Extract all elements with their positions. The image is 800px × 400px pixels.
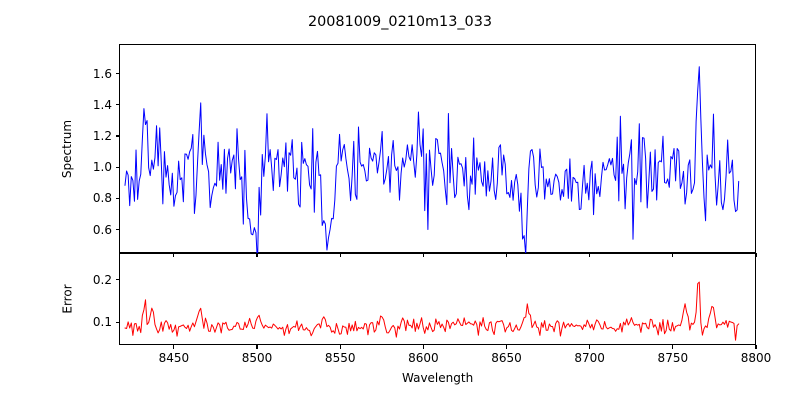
x-tick-mark [256, 253, 258, 257]
x-tick-label: 8550 [324, 351, 356, 365]
y-tick-label: 0.2 [92, 272, 112, 287]
x-tick-mark [755, 345, 757, 349]
y-tick-label: 0.1 [92, 315, 112, 330]
y-tick-mark [115, 229, 119, 231]
x-tick-label: 8450 [158, 351, 190, 365]
y-tick-mark [115, 73, 119, 75]
y-tick-mark [115, 278, 119, 281]
x-tick-mark [672, 253, 674, 257]
x-tick-mark [339, 345, 341, 349]
x-tick-label: 8750 [657, 351, 689, 365]
spectrum-trace [124, 66, 740, 254]
y-tick-label: 1.2 [92, 129, 112, 144]
x-tick-mark [672, 345, 674, 349]
page-title: 20081009_0210m13_033 [307, 14, 493, 30]
y-tick-label: 1.0 [92, 160, 112, 175]
y-tick-mark [115, 104, 119, 106]
x-tick-label: 8600 [408, 351, 439, 365]
spectrum-axes [119, 44, 756, 254]
y-tick-label: 1.4 [92, 97, 112, 112]
x-tick-mark [173, 345, 175, 349]
x-tick-mark [589, 253, 591, 257]
y-tick-mark [115, 321, 119, 323]
x-tick-label: 8500 [241, 351, 273, 365]
x-axis-label: Wavelength [402, 371, 474, 385]
x-tick-mark [422, 345, 424, 349]
x-tick-label: 8650 [491, 351, 522, 365]
spectrum-y-axis-label: Spectrum [60, 119, 75, 178]
error-y-axis-label: Error [60, 284, 75, 314]
x-tick-mark [422, 253, 424, 257]
x-tick-mark [339, 253, 341, 257]
x-tick-mark [173, 253, 175, 257]
y-tick-label: 1.6 [92, 66, 112, 81]
x-tick-mark [505, 345, 508, 349]
x-tick-mark [589, 345, 591, 349]
y-tick-mark [115, 166, 119, 168]
error-trace [124, 281, 740, 341]
y-tick-label: 0.8 [92, 191, 112, 206]
y-tick-mark [115, 197, 119, 199]
x-tick-label: 8800 [740, 351, 772, 365]
x-tick-mark [505, 253, 508, 257]
x-tick-label: 8700 [574, 351, 605, 365]
y-tick-mark [115, 135, 119, 137]
error-axes [119, 253, 756, 345]
y-tick-label: 0.6 [92, 222, 112, 237]
x-tick-mark [256, 345, 258, 349]
